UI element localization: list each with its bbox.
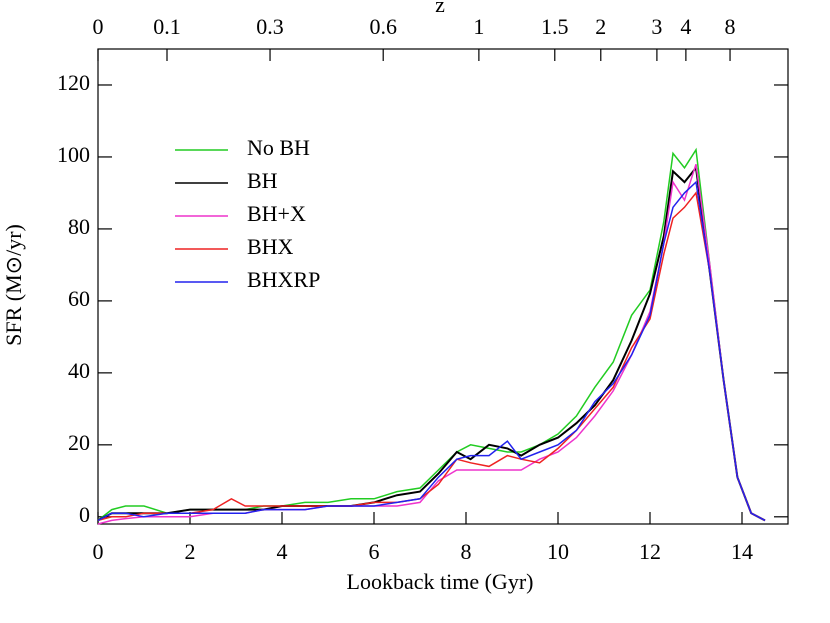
x2-axis-label: z: [435, 0, 445, 17]
y-tick-label: 80: [68, 214, 90, 239]
x-tick-label: 6: [369, 539, 380, 564]
legend-label: BH: [247, 168, 278, 193]
y-axis-label: SFR (M⊙/yr): [1, 224, 26, 346]
series-line: [97, 180, 766, 522]
x-tick-label: 2: [185, 539, 196, 564]
y-tick-label: 120: [57, 70, 90, 95]
x-tick-label: 4: [277, 539, 288, 564]
series-line: [97, 147, 766, 522]
series-line: [97, 191, 766, 522]
x2-tick-label: 0.6: [369, 14, 397, 39]
y-tick-label: 100: [57, 142, 90, 167]
x2-tick-label: 0.3: [256, 14, 284, 39]
x2-tick-label: 4: [680, 14, 691, 39]
x-axis-label: Lookback time (Gyr): [347, 569, 534, 594]
x2-tick-label: 0.1: [153, 14, 181, 39]
x2-tick-label: 2: [595, 14, 606, 39]
legend-label: BH+X: [247, 201, 306, 226]
series-line: [97, 165, 766, 522]
x-tick-label: 8: [461, 539, 472, 564]
x-tick-label: 0: [93, 539, 104, 564]
plot-frame: [97, 48, 789, 525]
legend-label: No BH: [247, 135, 310, 160]
y-tick-label: 40: [68, 358, 90, 383]
legend-label: BHXRP: [247, 267, 320, 292]
x2-tick-label: 1.5: [541, 14, 569, 39]
x2-tick-label: 3: [651, 14, 662, 39]
y-tick-label: 20: [68, 430, 90, 455]
x2-tick-label: 0: [93, 14, 104, 39]
y-tick-label: 0: [79, 502, 90, 527]
x-tick-label: 10: [547, 539, 569, 564]
y-tick-label: 60: [68, 286, 90, 311]
legend-label: BHX: [247, 234, 294, 259]
x-tick-label: 12: [639, 539, 661, 564]
x2-tick-label: 1: [473, 14, 484, 39]
x2-tick-label: 8: [725, 14, 736, 39]
x-tick-label: 14: [731, 539, 753, 564]
